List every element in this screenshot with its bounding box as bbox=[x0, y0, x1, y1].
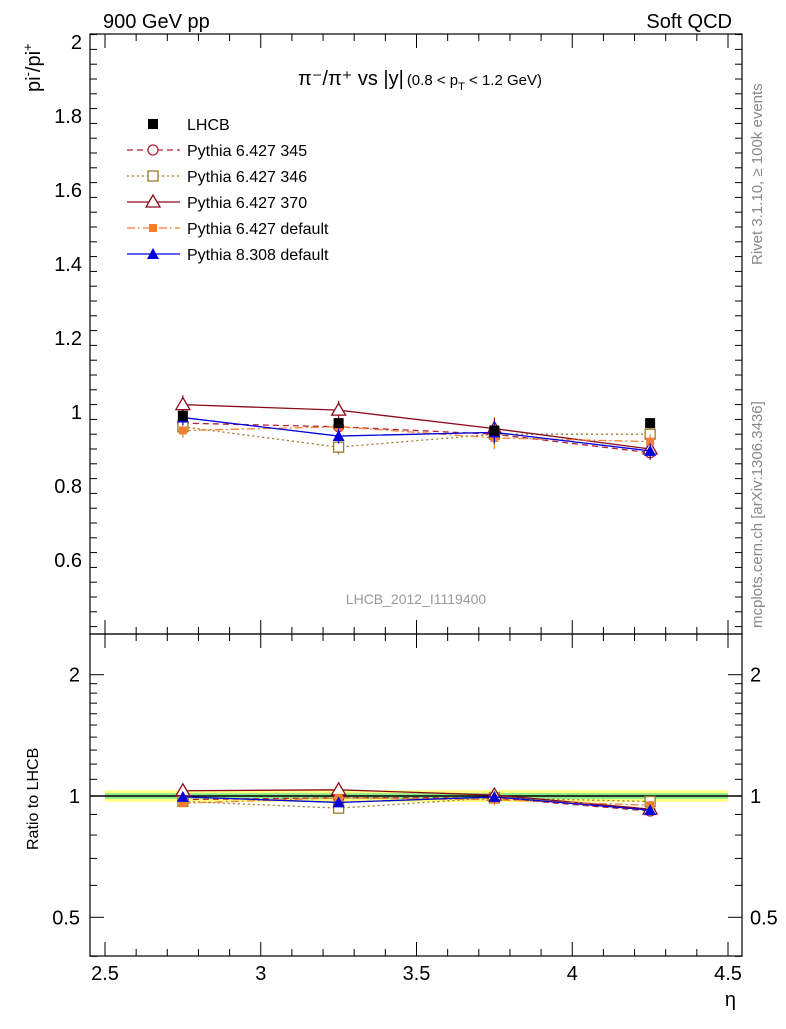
ratio-point bbox=[178, 799, 187, 808]
legend-label: Pythia 6.427 346 bbox=[187, 169, 307, 186]
header-left: 900 GeV pp bbox=[103, 11, 210, 33]
series-line bbox=[182, 426, 651, 448]
legend-marker bbox=[147, 144, 159, 156]
legend-marker bbox=[148, 119, 158, 129]
legend-marker bbox=[149, 224, 157, 232]
x-tick-label: 3 bbox=[255, 963, 266, 985]
x-tick-label: 3.5 bbox=[403, 963, 431, 985]
lhcb-point bbox=[489, 425, 500, 436]
y-label-base1: pi bbox=[23, 76, 45, 92]
header-right: Soft QCD bbox=[646, 11, 732, 33]
series-line bbox=[182, 422, 651, 454]
data-point bbox=[332, 430, 345, 442]
data-point bbox=[330, 401, 347, 416]
y-label-sup2: + bbox=[20, 43, 35, 51]
chart-title: π⁻/π⁺ vs |y| (0.8 < pT < 1.2 GeV) bbox=[298, 68, 542, 93]
title-cut-sub: T bbox=[458, 81, 465, 93]
ratio-y-tick-label: 1 bbox=[69, 786, 80, 808]
lhcb-point bbox=[333, 418, 344, 429]
analysis-watermark: LHCB_2012_I1119400 bbox=[346, 591, 487, 607]
ratio-series-layer bbox=[174, 781, 659, 817]
legend-label: LHCB bbox=[187, 117, 230, 134]
ratio-point bbox=[644, 804, 657, 816]
x-tick-label: 4 bbox=[567, 963, 578, 985]
y-label-slash: /pi bbox=[23, 51, 45, 72]
y-tick-label: 1.4 bbox=[54, 254, 82, 276]
mcplots-note: mcplots.cern.ch [arXiv:1306.3436] bbox=[749, 401, 766, 628]
x-tick-label: 4.5 bbox=[714, 963, 742, 985]
x-tick-label: 2.5 bbox=[91, 963, 119, 985]
data-point bbox=[178, 426, 187, 435]
lhcb-point bbox=[177, 410, 188, 421]
series-lhcb bbox=[177, 410, 656, 436]
series-pythia-6-427-346 bbox=[177, 419, 656, 455]
y-tick-label: 0.8 bbox=[54, 476, 82, 498]
lhcb-point bbox=[645, 418, 656, 429]
ratio-y-tick-label-right: 2 bbox=[750, 665, 761, 687]
series-pythia-6-427-345 bbox=[177, 415, 656, 461]
ratio-y-tick-label: 0.5 bbox=[52, 907, 80, 929]
data-point bbox=[644, 444, 657, 456]
y-axis-label: pi-/pi+ bbox=[20, 43, 45, 92]
title-cut-close: < 1.2 GeV) bbox=[465, 72, 542, 89]
ratio-point bbox=[332, 796, 345, 808]
ratio-point bbox=[176, 790, 189, 802]
ratio-y-axis-label: Ratio to LHCB bbox=[25, 748, 42, 850]
title-main: π⁻/π⁺ vs |y| bbox=[298, 68, 404, 90]
data-point bbox=[174, 396, 192, 411]
legend-label: Pythia 6.427 default bbox=[187, 221, 329, 238]
series-line bbox=[182, 426, 651, 443]
y-label-sup1: - bbox=[20, 72, 35, 76]
ratio-point bbox=[330, 781, 347, 796]
legend-marker bbox=[147, 248, 159, 259]
ratio-point bbox=[488, 790, 501, 802]
series-line bbox=[182, 416, 651, 452]
series-pythia-8-308-default bbox=[176, 410, 657, 459]
series-line bbox=[182, 403, 651, 450]
ratio-line bbox=[182, 797, 651, 806]
series-layer bbox=[174, 395, 659, 461]
rivet-version-note: Rivet 3.1.10, ≥ 100k events bbox=[749, 83, 766, 265]
y-tick-label: 1 bbox=[71, 402, 82, 424]
title-cut-open: (0.8 < p bbox=[407, 72, 458, 89]
legend-label: Pythia 8.308 default bbox=[187, 247, 329, 264]
y-tick-label: 2 bbox=[71, 32, 82, 54]
y-tick-label: 1.6 bbox=[54, 180, 82, 202]
legend-marker bbox=[144, 193, 162, 208]
ratio-line bbox=[182, 796, 651, 811]
legend-marker bbox=[147, 170, 159, 182]
axis-ticks: 2.5 3 3.5 4 4.5 0.6 0.8 1 1.2 1.4 1.6 1.8 2 0.5 1 2 0.5 1… bbox=[52, 32, 778, 985]
y-tick-label: 0.6 bbox=[54, 550, 82, 572]
ratio-series bbox=[176, 790, 657, 816]
legend-label: Pythia 6.427 370 bbox=[187, 195, 307, 212]
data-point bbox=[332, 441, 345, 453]
ratio-line bbox=[182, 797, 651, 812]
legend-label: Pythia 6.427 345 bbox=[187, 143, 307, 160]
ratio-y-tick-label-right: 0.5 bbox=[750, 907, 778, 929]
ratio-y-tick-label-right: 1 bbox=[750, 786, 761, 808]
y-tick-label: 1.2 bbox=[54, 328, 82, 350]
ratio-y-tick-label: 2 bbox=[69, 665, 80, 687]
data-point bbox=[646, 437, 655, 446]
x-axis-label: η bbox=[725, 989, 736, 1011]
legend: LHCB Pythia 6.427 345 Pythia 6.427 346 Pyth… bbox=[127, 117, 329, 264]
y-tick-label: 1.8 bbox=[54, 106, 82, 128]
